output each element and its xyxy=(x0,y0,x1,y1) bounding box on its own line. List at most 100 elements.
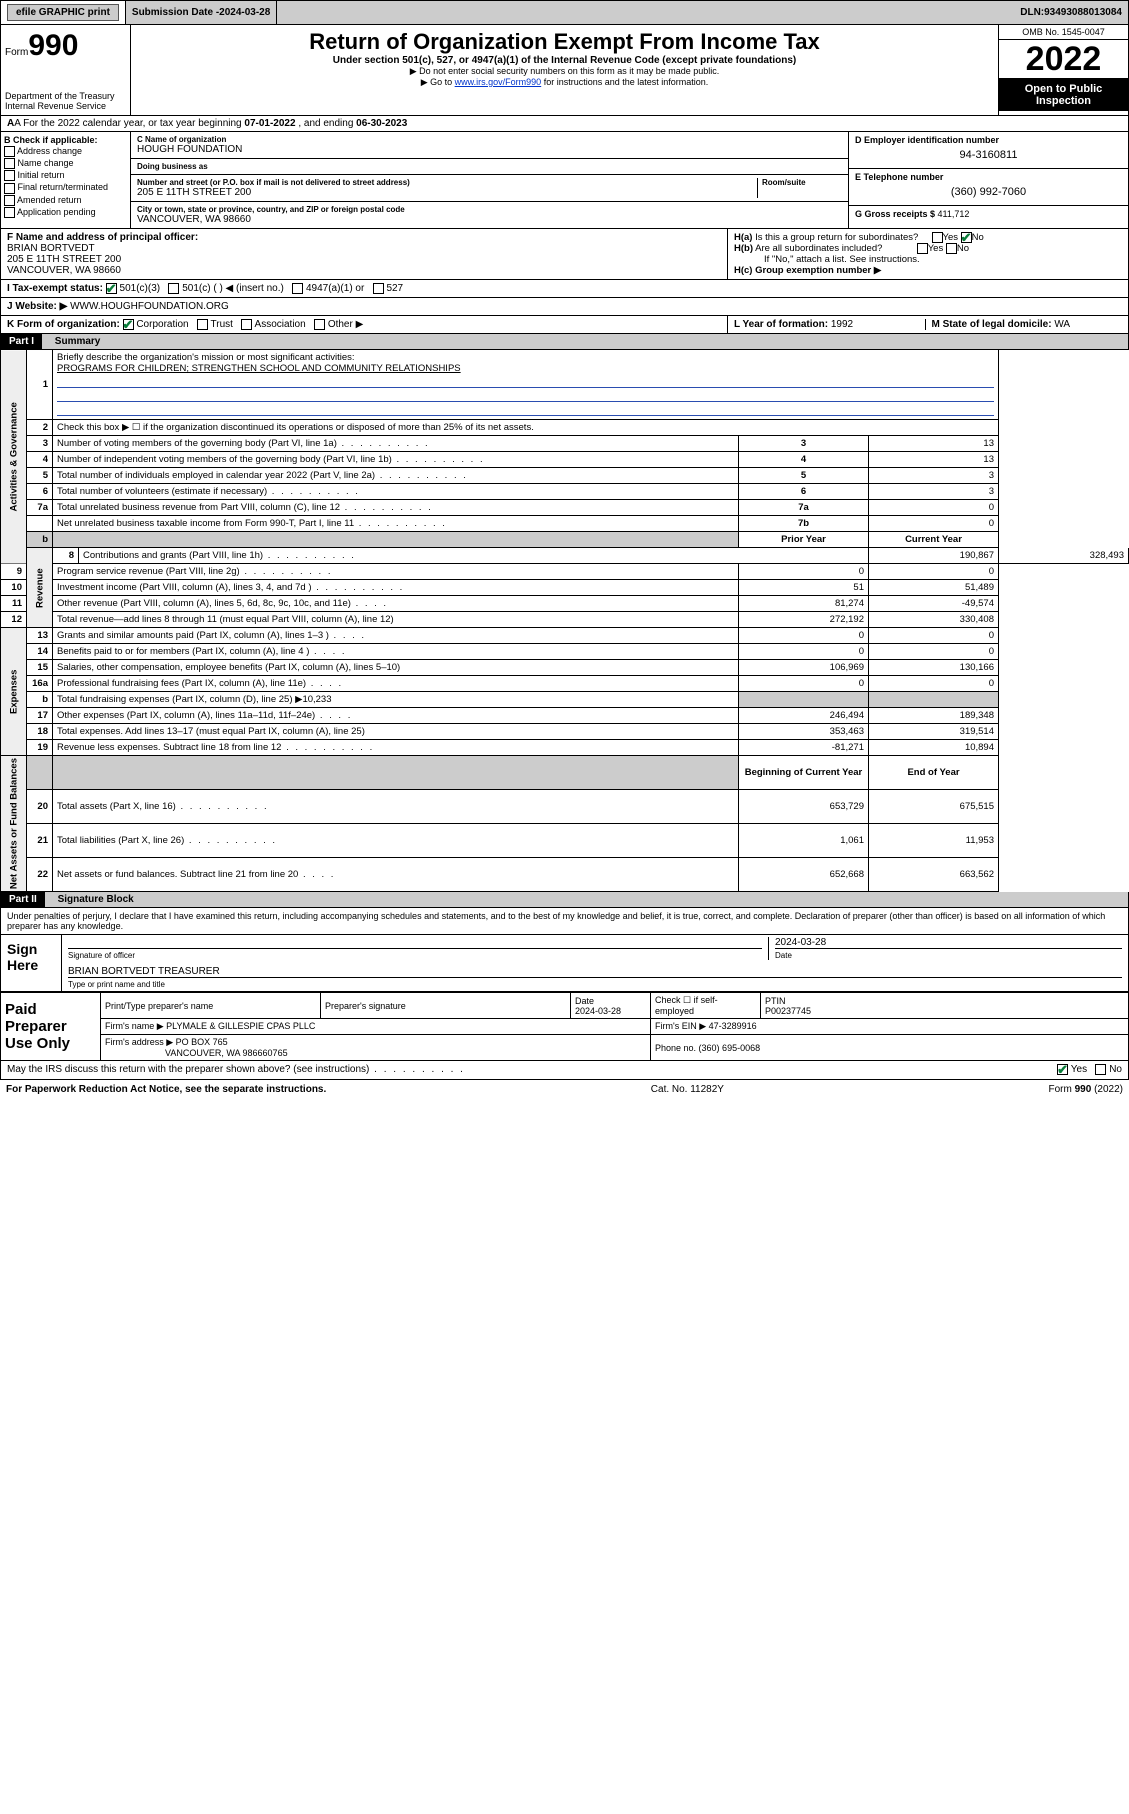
row-r: 3 xyxy=(739,436,869,452)
row-t: Total number of individuals employed in … xyxy=(57,470,468,481)
firm-addr-label: Firm's address ▶ xyxy=(105,1037,176,1047)
row-t: Total fundraising expenses (Part IX, col… xyxy=(53,692,739,708)
cb-initial-return[interactable]: Initial return xyxy=(18,170,65,180)
f-label: F Name and address of principal officer: xyxy=(7,232,198,243)
row-t: Number of voting members of the governin… xyxy=(57,438,430,449)
tax-year: 2022 xyxy=(999,40,1128,79)
row-n: 6 xyxy=(27,484,53,500)
ha-yes[interactable]: Yes xyxy=(943,232,959,243)
ein-label: D Employer identification number xyxy=(855,135,1122,145)
row-t: Total liabilities (Part X, line 26) xyxy=(57,835,277,846)
addr-value: 205 E 11TH STREET 200 xyxy=(137,187,757,198)
firm-phone: (360) 695-0068 xyxy=(699,1043,761,1053)
row-p: 246,494 xyxy=(739,708,869,724)
cb-trust[interactable]: Trust xyxy=(211,319,233,330)
row-n: 15 xyxy=(27,660,53,676)
row-c: 0 xyxy=(869,644,999,660)
gross-label: G Gross receipts $ xyxy=(855,209,938,219)
j-label: J Website: ▶ xyxy=(7,301,70,312)
row-n: 10 xyxy=(1,580,27,596)
row-n: 14 xyxy=(27,644,53,660)
officer-addr2: VANCOUVER, WA 98660 xyxy=(7,265,721,276)
row-n: 21 xyxy=(27,824,53,858)
cb-501c[interactable]: 501(c) ( ) ◀ (insert no.) xyxy=(182,283,284,294)
line1-label: Briefly describe the organization's miss… xyxy=(57,352,355,363)
row-n: 8 xyxy=(53,548,79,564)
part1-header: Part I Summary xyxy=(0,334,1129,350)
website-value: WWW.HOUGHFOUNDATION.ORG xyxy=(70,301,229,312)
part1-hdr: Part I xyxy=(1,334,42,349)
cb-4947[interactable]: 4947(a)(1) or xyxy=(306,283,364,294)
form-header: Form990 Department of the Treasury Inter… xyxy=(0,25,1129,116)
cb-assoc[interactable]: Association xyxy=(255,319,306,330)
cb-527[interactable]: 527 xyxy=(386,283,403,294)
cb-name-change[interactable]: Name change xyxy=(18,158,74,168)
dba-label: Doing business as xyxy=(137,162,842,171)
firm-ein: 47-3289916 xyxy=(709,1021,757,1031)
row-n: 7a xyxy=(27,500,53,516)
discuss-no[interactable]: No xyxy=(1109,1065,1122,1076)
firm-name: PLYMALE & GILLESPIE CPAS PLLC xyxy=(166,1021,315,1031)
ptin-label: PTIN xyxy=(765,996,786,1006)
cb-other[interactable]: Other ▶ xyxy=(328,319,363,330)
omb-number: OMB No. 1545-0047 xyxy=(999,25,1128,40)
row-n: 17 xyxy=(27,708,53,724)
note-goto-pre: ▶ Go to xyxy=(421,77,455,87)
row-t: Grants and similar amounts paid (Part IX… xyxy=(57,630,366,641)
cb-application-pending[interactable]: Application pending xyxy=(17,207,96,217)
row-t: Net assets or fund balances. Subtract li… xyxy=(57,869,335,880)
discuss-yes[interactable]: Yes xyxy=(1071,1065,1087,1076)
gross-value: 411,712 xyxy=(938,209,970,219)
summary-table: Activities & Governance 1 Briefly descri… xyxy=(0,350,1129,892)
row-p: 272,192 xyxy=(739,612,869,628)
row-t: Salaries, other compensation, employee b… xyxy=(53,660,739,676)
row-c: -49,574 xyxy=(869,596,999,612)
row-a-period: AA For the 2022 calendar year, or tax ye… xyxy=(0,116,1129,132)
prep-date-label: Date xyxy=(575,996,594,1006)
sign-here-label: Sign Here xyxy=(1,935,61,991)
klm-row: K Form of organization: Corporation Trus… xyxy=(0,316,1129,334)
footer-mid: Cat. No. 11282Y xyxy=(651,1084,724,1095)
row-p: 106,969 xyxy=(739,660,869,676)
firm-name-label: Firm's name ▶ xyxy=(105,1021,166,1031)
row-c: 675,515 xyxy=(869,790,999,824)
row-p: 0 xyxy=(739,628,869,644)
row-r: 5 xyxy=(739,468,869,484)
ha-no[interactable]: No xyxy=(972,232,984,243)
cb-final-return[interactable]: Final return/terminated xyxy=(18,182,109,192)
cb-501c3[interactable]: 501(c)(3) xyxy=(120,283,161,294)
row-t: Net unrelated business taxable income fr… xyxy=(57,518,447,529)
note-ssn: ▶ Do not enter social security numbers o… xyxy=(141,66,988,77)
row-n: 12 xyxy=(1,612,27,628)
room-label: Room/suite xyxy=(762,178,842,187)
preparer-table: Paid Preparer Use Only Print/Type prepar… xyxy=(0,992,1129,1061)
officer-name: BRIAN BORTVEDT xyxy=(7,243,721,254)
row-t: Professional fundraising fees (Part IX, … xyxy=(57,678,343,689)
side-exp: Expenses xyxy=(1,628,27,756)
cb-corp[interactable]: Corporation xyxy=(136,319,188,330)
row-t: Total assets (Part X, line 16) xyxy=(57,801,269,812)
cb-address-change[interactable]: Address change xyxy=(17,146,82,156)
hb-note: If "No," attach a list. See instructions… xyxy=(734,254,1122,265)
row-v: 13 xyxy=(869,436,999,452)
row-t: Other expenses (Part IX, column (A), lin… xyxy=(57,710,352,721)
period-end: 06-30-2023 xyxy=(356,118,407,129)
row-n: 18 xyxy=(27,724,53,740)
hb-yes[interactable]: Yes xyxy=(928,243,944,254)
discuss-label: May the IRS discuss this return with the… xyxy=(7,1064,465,1075)
row-c: 0 xyxy=(869,676,999,692)
prep-self-employed[interactable]: Check ☐ if self-employed xyxy=(651,993,761,1019)
l-year: 1992 xyxy=(831,319,853,330)
cb-amended[interactable]: Amended return xyxy=(17,195,82,205)
row-c: 11,953 xyxy=(869,824,999,858)
officer-h-row: F Name and address of principal officer:… xyxy=(0,229,1129,280)
row-p: 51 xyxy=(739,580,869,596)
section-b: B Check if applicable: Address change Na… xyxy=(1,132,131,228)
row-v: 0 xyxy=(869,500,999,516)
form-number: 990 xyxy=(28,29,78,62)
row-t: Total number of volunteers (estimate if … xyxy=(57,486,360,497)
sig-officer-label: Signature of officer xyxy=(68,951,762,960)
irs-link[interactable]: www.irs.gov/Form990 xyxy=(455,77,542,87)
row-t: Other revenue (Part VIII, column (A), li… xyxy=(57,598,388,609)
efile-print-btn[interactable]: efile GRAPHIC print xyxy=(7,4,119,21)
